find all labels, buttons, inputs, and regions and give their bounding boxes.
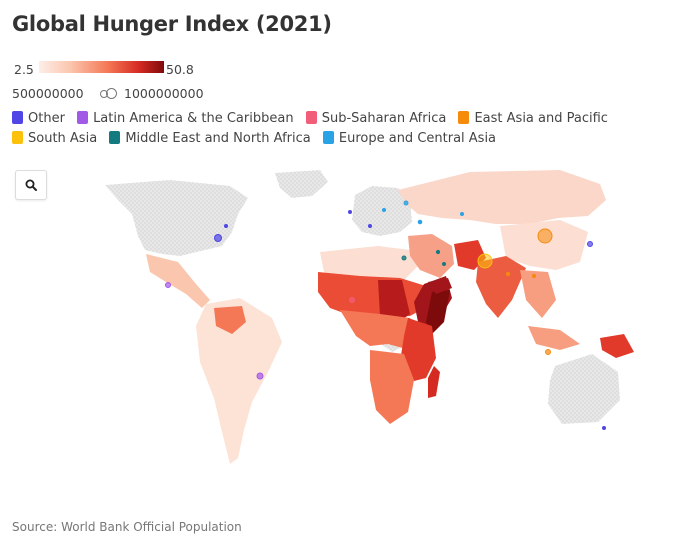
world-map[interactable] <box>0 165 696 485</box>
legend-item-south-asia[interactable]: South Asia <box>12 129 97 149</box>
search-icon <box>25 179 37 191</box>
size-legend-large-label: 1000000000 <box>124 86 204 101</box>
legend-item-latin-america[interactable]: Latin America & the Caribbean <box>77 109 294 129</box>
legend-swatch <box>12 131 23 144</box>
small-bubble <box>602 426 606 430</box>
mexico-bubble <box>165 282 171 288</box>
scale-min-label: 2.5 <box>14 62 34 77</box>
legend-item-europe-central-asia[interactable]: Europe and Central Asia <box>322 129 497 149</box>
papua-region <box>600 334 634 358</box>
mexico-central-america-region <box>146 254 210 308</box>
usa-bubble <box>214 234 222 242</box>
legend-label: Sub-Saharan Africa <box>321 111 447 126</box>
india-bubble <box>477 253 493 269</box>
color-scale-bar <box>39 61 164 73</box>
category-legend: Other Latin America & the Caribbean Sub-… <box>12 109 652 149</box>
brazil-bubble <box>256 372 264 380</box>
east-asia-region <box>500 220 588 270</box>
north-america-region <box>105 180 248 256</box>
india-region <box>476 256 526 318</box>
europe-region <box>352 186 412 236</box>
china-bubble <box>537 228 553 244</box>
south-america-region <box>196 298 282 464</box>
japan-bubble <box>587 241 593 247</box>
legend-label: East Asia and Pacific <box>474 111 608 126</box>
legend-label: Europe and Central Asia <box>338 131 497 146</box>
legend-label: South Asia <box>28 131 98 146</box>
middle-east-bubble <box>401 255 407 261</box>
legend-label: Other <box>28 111 65 126</box>
source-note: Source: World Bank Official Population <box>12 520 242 534</box>
north-africa-region <box>320 246 418 282</box>
chad-region <box>378 280 410 324</box>
venezuela-guyana-region <box>214 306 246 334</box>
small-bubble <box>435 249 441 255</box>
large-circle-icon <box>106 88 117 99</box>
indonesia-bubble <box>545 349 551 355</box>
legend-swatch <box>305 111 317 124</box>
legend-item-middle-east-north-africa[interactable]: Middle East and North Africa <box>109 129 311 149</box>
australia-region <box>548 354 620 424</box>
legend-swatch <box>109 131 121 144</box>
small-bubble <box>368 224 372 228</box>
legend-item-east-asia-pacific[interactable]: East Asia and Pacific <box>458 109 608 129</box>
europe-bubble <box>403 200 409 206</box>
turkey-bubble <box>417 219 423 225</box>
search-button[interactable] <box>15 170 47 200</box>
madagascar-region <box>428 366 440 398</box>
southeast-asia-region <box>520 270 556 318</box>
east-africa-region <box>400 318 436 382</box>
indonesia-region <box>528 326 580 350</box>
legend-swatch <box>12 111 23 124</box>
small-bubble <box>348 210 352 214</box>
legend-swatch <box>77 111 89 124</box>
legend-swatch <box>322 131 334 144</box>
small-bubble <box>505 271 511 277</box>
small-bubble <box>460 212 464 216</box>
central-africa-region <box>340 310 422 350</box>
middle-east-region <box>408 234 454 278</box>
country-regions <box>146 170 634 464</box>
legend-label: Latin America & the Caribbean <box>93 111 294 126</box>
russia-region <box>398 170 606 224</box>
population-bubbles <box>165 200 606 430</box>
small-bubble <box>382 208 386 212</box>
chart-title: Global Hunger Index (2021) <box>12 12 332 36</box>
legend-label: Middle East and North Africa <box>125 131 311 146</box>
small-bubble <box>531 273 537 279</box>
legend-item-sub-saharan-africa[interactable]: Sub-Saharan Africa <box>305 109 447 129</box>
yemen-region <box>428 278 452 294</box>
southern-africa-south-region <box>370 350 414 424</box>
greenland-region <box>275 170 328 198</box>
somalia-region <box>426 290 450 334</box>
size-legend-small-label: 500000000 <box>12 86 84 101</box>
legend-item-other[interactable]: Other <box>12 109 65 129</box>
sahel-region <box>318 272 432 318</box>
small-bubble <box>442 262 446 266</box>
small-bubble <box>224 224 228 228</box>
legend-swatch <box>458 111 470 124</box>
scale-max-label: 50.8 <box>166 62 194 77</box>
nigeria-bubble <box>349 297 355 303</box>
